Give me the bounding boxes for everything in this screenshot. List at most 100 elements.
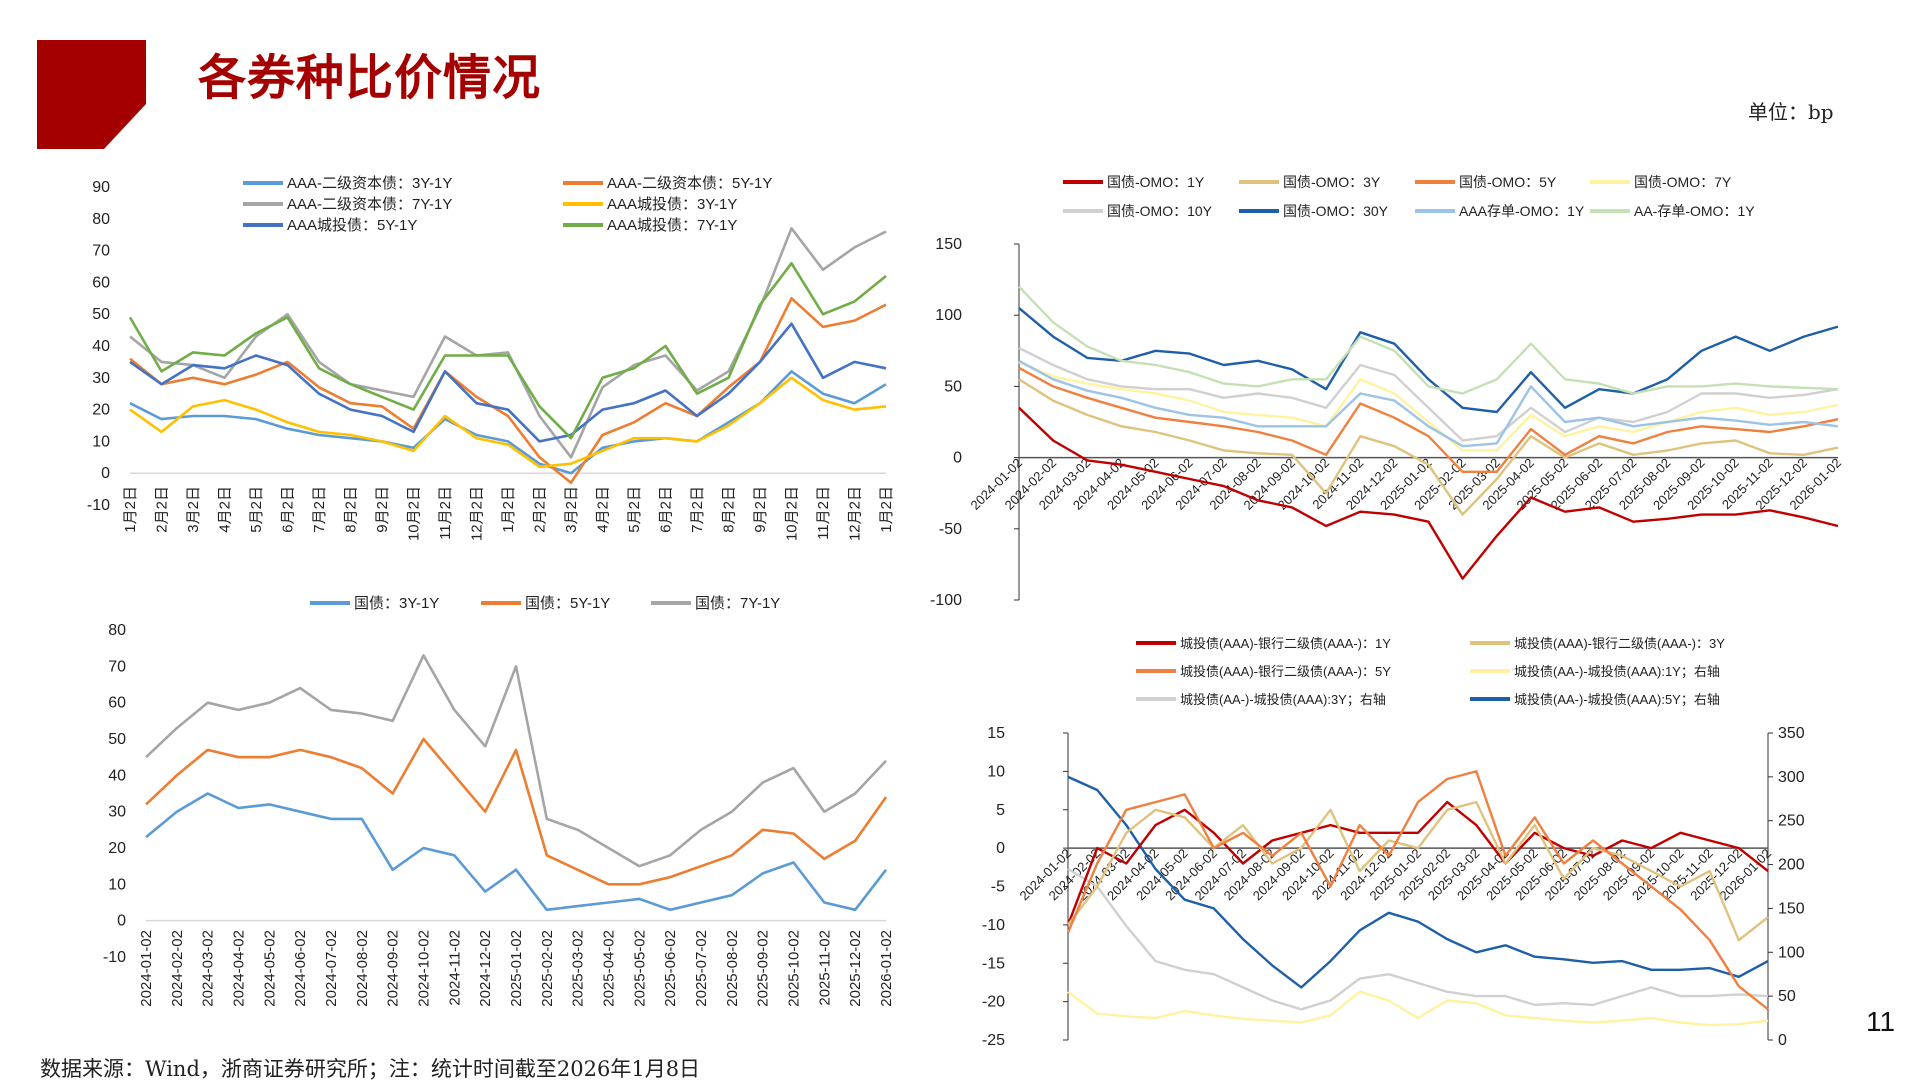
legend-label: 国债：7Y-1Y — [695, 595, 780, 612]
y-tick-label: 15 — [987, 725, 1005, 742]
y-tick-label: 50 — [108, 731, 126, 748]
y-tick-label: 5 — [996, 802, 1005, 819]
x-tick-label: 1月2日 — [500, 486, 517, 533]
legend-item: 国债-OMO：10Y — [1063, 203, 1213, 219]
y-tick-label: -10 — [982, 917, 1005, 934]
legend-label: AA-存单-OMO：1Y — [1634, 203, 1755, 219]
legend-item: 国债-OMO：1Y — [1063, 174, 1205, 190]
y-tick-label: -10 — [87, 497, 110, 514]
x-tick-label: 2024-05-02 — [261, 930, 278, 1007]
legend-label: 城投债(AAA)-银行二级债(AAA-)：1Y — [1180, 636, 1391, 651]
x-tick-label: 2024-07-02 — [323, 930, 340, 1007]
legend-item: 国债：7Y-1Y — [651, 595, 780, 612]
series-line-4 — [1018, 361, 1839, 452]
legend-label: 城投债(AA-)-城投债(AAA):3Y；右轴 — [1180, 692, 1386, 708]
series-line-6 — [1018, 307, 1839, 414]
y-tick-label: 40 — [92, 338, 110, 355]
x-tick-label: 11月2日 — [437, 486, 454, 540]
legend-item: AAA城投债：5Y-1Y — [243, 217, 417, 234]
x-tick-label: 8月2日 — [721, 486, 738, 533]
y-tick-label: 90 — [92, 179, 110, 196]
legend-label: 国债：3Y-1Y — [354, 595, 439, 612]
y-tick-label: -50 — [939, 521, 962, 538]
x-tick-label: 3月2日 — [563, 486, 580, 533]
x-tick-label: 2026-01-02 — [878, 930, 895, 1007]
series-line-1 — [1066, 800, 1769, 926]
x-tick-label: 2025-12-02 — [847, 930, 864, 1007]
unit-label: 单位：bp — [1748, 100, 1834, 124]
legend-label: 城投债(AAA)-银行二级债(AAA-)：3Y — [1514, 636, 1725, 651]
y-tick-label: -25 — [982, 1032, 1005, 1049]
x-tick-label: 2024-09-02 — [385, 930, 402, 1007]
legend-item: 国债-OMO：5Y — [1415, 174, 1557, 190]
y-tick-label: 60 — [92, 274, 110, 291]
legend-item: 城投债(AA-)-城投债(AAA):1Y；右轴 — [1470, 664, 1720, 680]
x-tick-label: 2024-11-02 — [446, 930, 463, 1006]
series-line-2 — [145, 737, 888, 886]
y-tick-label: 0 — [101, 465, 110, 482]
y-tick-label: 30 — [92, 370, 110, 387]
x-tick-label: 2024-12-02 — [477, 930, 494, 1007]
x-tick-label: 2025-05-02 — [631, 930, 648, 1007]
legend-label: 国债-OMO：5Y — [1459, 174, 1557, 190]
x-tick-label: 2025-02-02 — [539, 930, 556, 1007]
series-line-5 — [1018, 346, 1839, 442]
y-tick-label: 70 — [108, 658, 126, 675]
legend-item: AA-存单-OMO：1Y — [1590, 203, 1755, 219]
chart-2: -100-500501001502024-01-022024-02-022024… — [930, 174, 1844, 609]
legend-item: 城投债(AAA)-银行二级债(AAA-)：5Y — [1136, 664, 1391, 679]
x-tick-label: 2025-04-02 — [601, 930, 618, 1007]
legend-item: 城投债(AAA)-银行二级债(AAA-)：1Y — [1136, 636, 1391, 651]
legend-item: AAA城投债：7Y-1Y — [563, 217, 737, 234]
x-tick-label: 2025-09-02 — [755, 930, 772, 1007]
legend-label: AAA城投债：7Y-1Y — [607, 217, 737, 234]
x-tick-label: 8月2日 — [343, 486, 360, 533]
y-tick-label: 20 — [108, 840, 126, 857]
x-tick-label: 5月2日 — [248, 486, 265, 533]
y2-tick-label: 250 — [1778, 813, 1805, 830]
x-tick-label: 4月2日 — [217, 486, 234, 533]
legend-label: AAA城投债：5Y-1Y — [287, 217, 417, 234]
y2-tick-label: 350 — [1778, 725, 1805, 742]
legend-item: 国债：5Y-1Y — [481, 595, 610, 612]
x-tick-label: 10月2日 — [784, 486, 801, 541]
y-tick-label: 50 — [944, 378, 962, 395]
x-tick-label: 6月2日 — [280, 486, 297, 533]
x-tick-label: 2024-08-02 — [354, 930, 371, 1007]
x-tick-label: 2024-02-02 — [169, 930, 186, 1007]
x-tick-label: 2025-03-02 — [570, 930, 587, 1007]
x-tick-label: 12月2日 — [469, 486, 486, 541]
legend-item: 城投债(AA-)-城投债(AAA):3Y；右轴 — [1136, 692, 1386, 708]
x-tick-label: 10月2日 — [406, 486, 423, 541]
legend-item: 国债：3Y-1Y — [310, 595, 439, 612]
y-tick-label: 50 — [92, 306, 110, 323]
series-line-3 — [145, 654, 887, 868]
y2-tick-label: 200 — [1778, 857, 1805, 874]
legend-item: 城投债(AAA)-银行二级债(AAA-)：3Y — [1470, 636, 1725, 651]
legend-item: 国债-OMO：3Y — [1239, 174, 1381, 190]
y-tick-label: -15 — [982, 955, 1005, 972]
legend-label: AAA存单-OMO：1Y — [1459, 203, 1585, 219]
chart-3: -10 0 10 20 30 40 50 60 70 80 2024-01-02 2024-02-02… — [103, 595, 895, 1007]
page-number: 11 — [1866, 1006, 1896, 1037]
x-tick-label: 2025-01-02 — [508, 930, 525, 1007]
legend-item: AAA城投债：3Y-1Y — [563, 196, 737, 213]
legend-label: 城投债(AAA)-银行二级债(AAA-)：5Y — [1180, 664, 1391, 679]
y-tick-label: 80 — [92, 211, 110, 228]
legend-label: 城投债(AA-)-城投债(AAA):5Y；右轴 — [1514, 692, 1720, 708]
legend-label: 国债-OMO：1Y — [1107, 174, 1205, 190]
series-line-1 — [1018, 406, 1839, 580]
series-line-1 — [145, 792, 888, 912]
x-tick-label: 2024-03-02 — [200, 930, 217, 1007]
x-tick-label: 9月2日 — [752, 486, 769, 533]
series-line-2 — [1067, 800, 1769, 942]
x-tick-label: 1月2日 — [878, 486, 895, 533]
x-tick-label: 2月2日 — [154, 486, 171, 533]
y2-tick-label: 0 — [1778, 1032, 1787, 1049]
y-tick-label: 80 — [108, 622, 126, 639]
legend-label: AAA城投债：3Y-1Y — [607, 196, 737, 213]
y-tick-label: -100 — [930, 592, 962, 609]
x-tick-label: 2024-04-02 — [231, 930, 248, 1007]
series-line-4 — [129, 376, 887, 469]
